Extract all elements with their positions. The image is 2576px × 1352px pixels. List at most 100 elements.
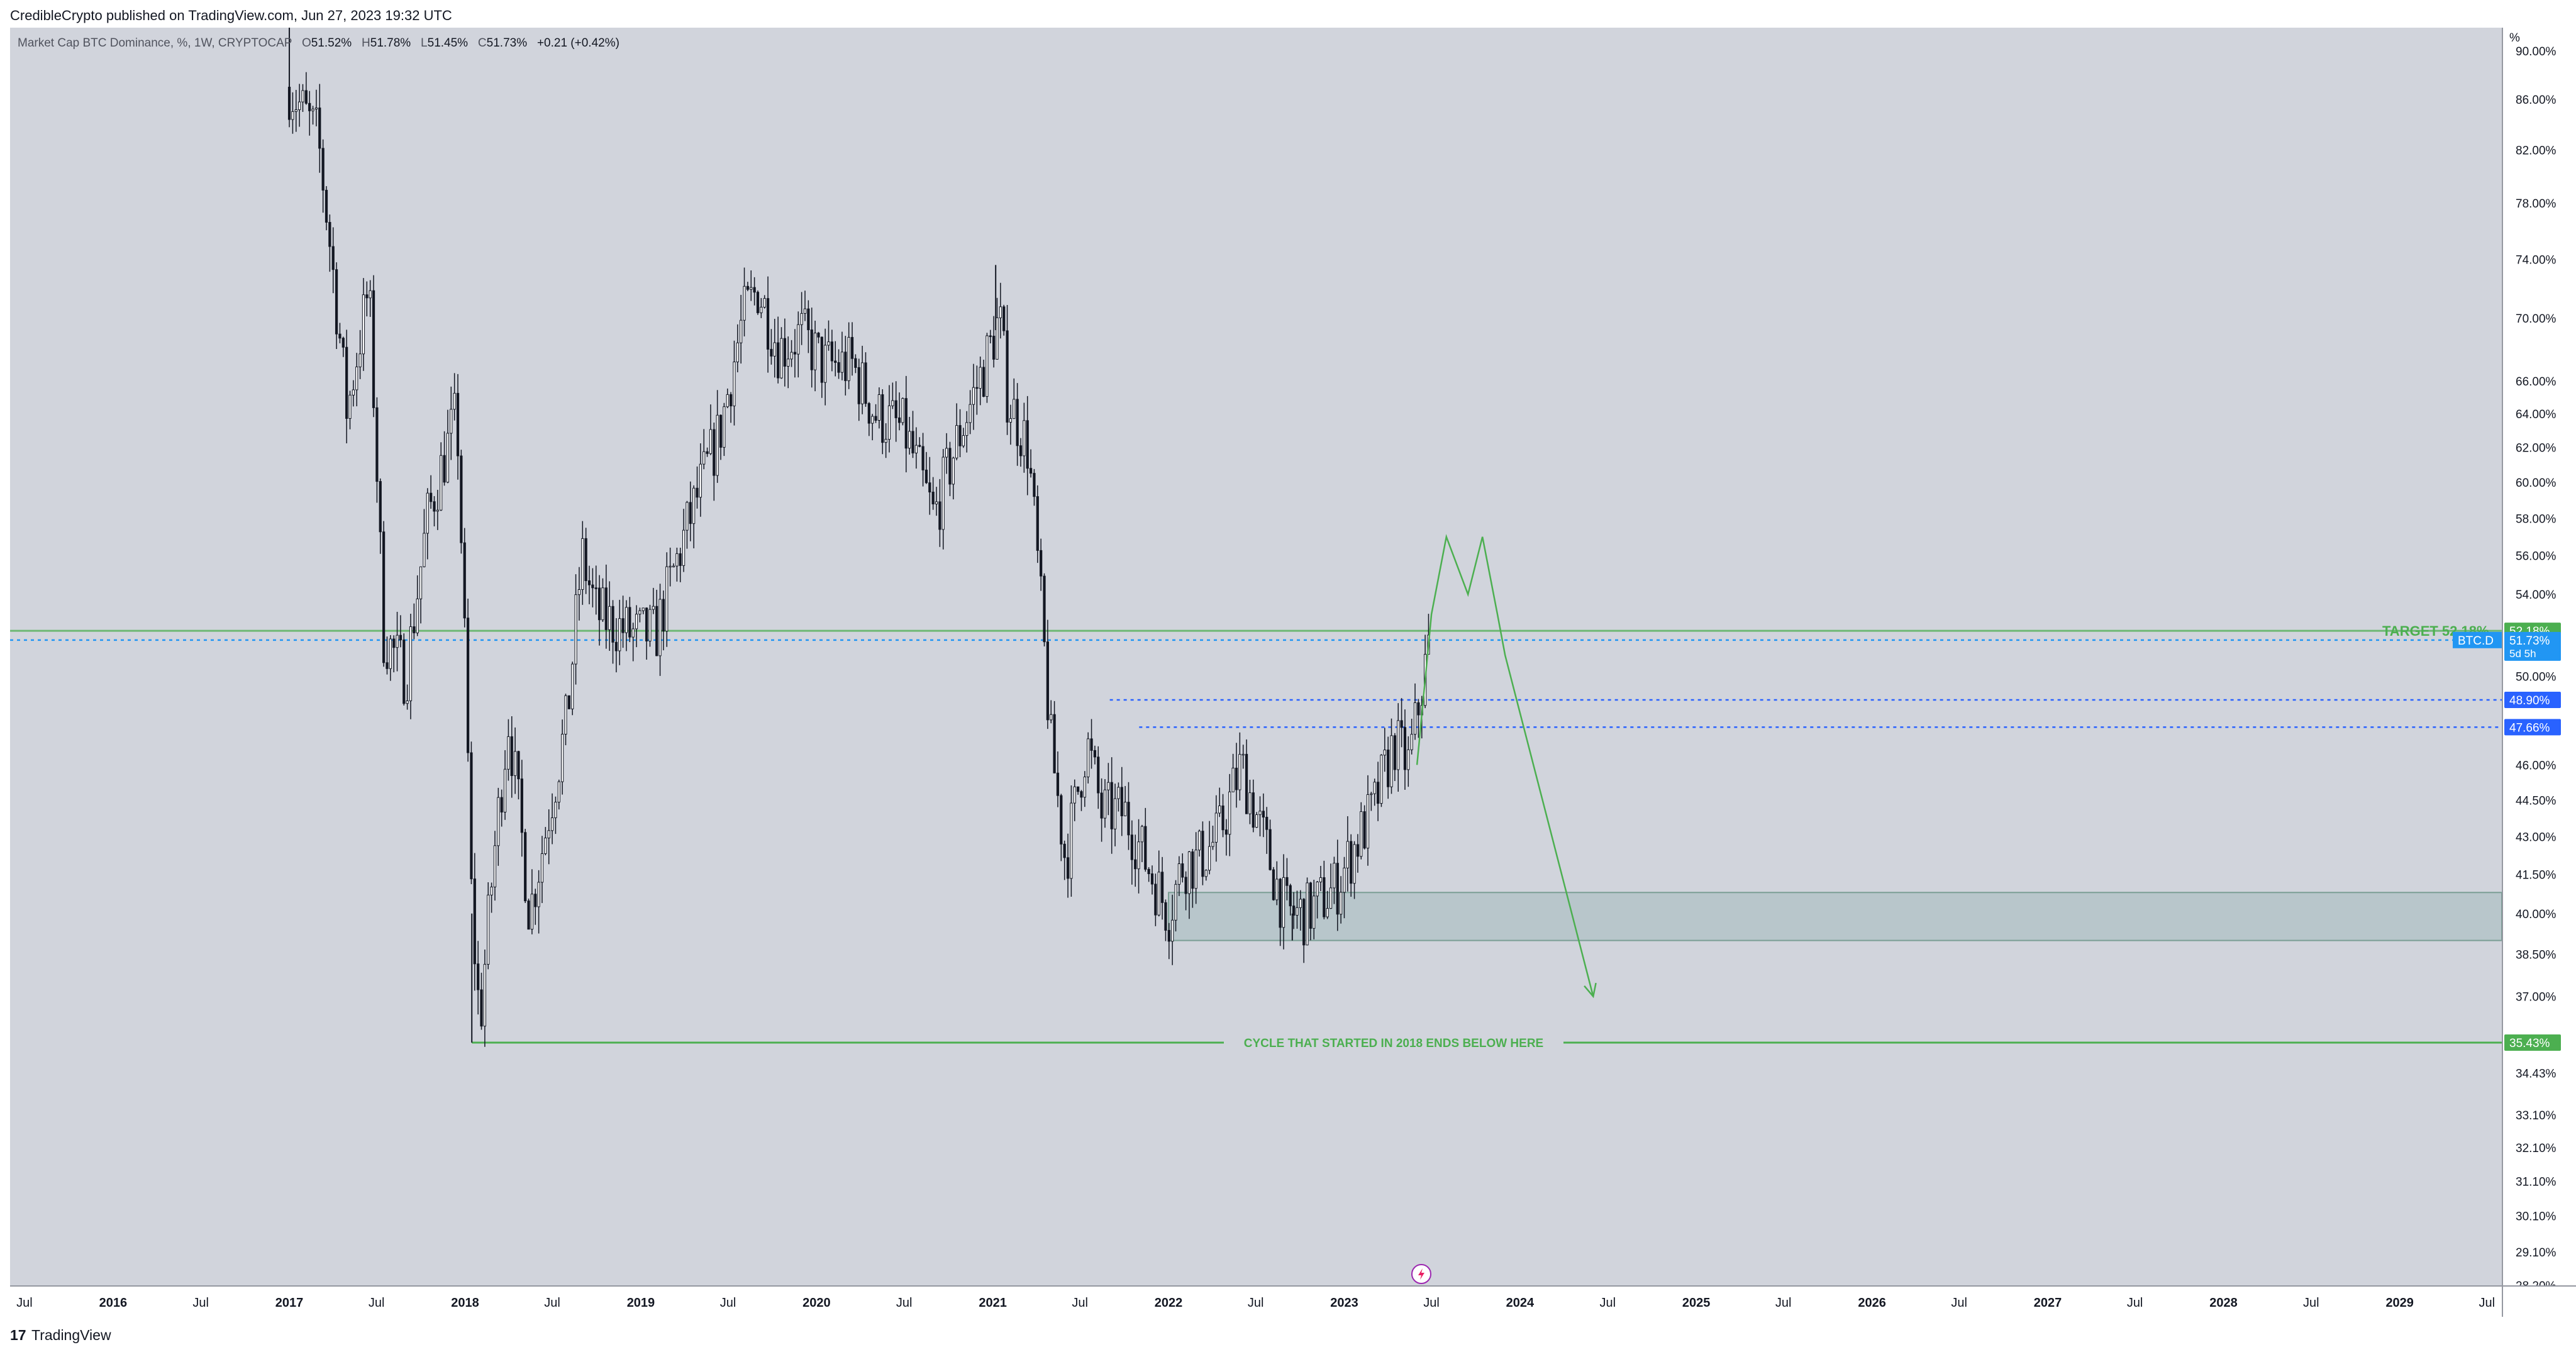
- candle-body: [750, 287, 753, 290]
- candle-body: [719, 414, 723, 448]
- candle-body: [1194, 850, 1197, 889]
- candle-body: [1279, 878, 1282, 928]
- candle-body: [1370, 793, 1373, 795]
- candle-body: [470, 752, 473, 880]
- candle-body: [416, 598, 419, 633]
- candle-body: [1013, 399, 1016, 419]
- price-tick-25: 30.10%: [2516, 1211, 2557, 1224]
- candle-body: [591, 584, 594, 589]
- candle-body: [830, 341, 833, 362]
- candle-body: [972, 387, 975, 405]
- candle-body: [1360, 811, 1363, 857]
- candle-body: [534, 894, 537, 907]
- candle-body: [1373, 782, 1376, 794]
- time-tick-28: Jul: [2479, 1296, 2495, 1310]
- candle-body: [648, 609, 652, 641]
- candle-body: [311, 108, 314, 111]
- candle-body: [561, 733, 564, 782]
- candle-body: [547, 830, 550, 839]
- candle-body: [1248, 792, 1252, 814]
- candle-body: [1262, 811, 1265, 817]
- candle-body: [298, 101, 301, 110]
- candle-body: [379, 481, 382, 533]
- candle-body: [874, 416, 877, 421]
- candle-body: [564, 695, 567, 734]
- price-axis-canvas[interactable]: % 90.00% 86.00% 82.00% 78.00% 74.00% 70.00% 66…: [2503, 28, 2576, 1293]
- candle-body: [301, 90, 304, 103]
- candle-body: [1346, 841, 1349, 868]
- candle-body: [969, 404, 972, 423]
- candle-body: [1390, 735, 1393, 787]
- candle-body: [1343, 867, 1346, 893]
- candle-body: [810, 330, 813, 370]
- candle-body: [1313, 895, 1316, 929]
- candle-body: [574, 594, 577, 665]
- upper-level-tag: 48.90%: [2509, 694, 2550, 707]
- candle-body: [999, 306, 1002, 318]
- support-zone: [1168, 892, 2502, 941]
- candle-body: [787, 358, 790, 367]
- candle-body: [1393, 735, 1396, 770]
- candle-body: [308, 103, 311, 111]
- candle-body: [557, 781, 560, 803]
- candle-body: [760, 306, 763, 313]
- candle-body: [304, 90, 308, 104]
- candle-body: [314, 108, 318, 109]
- time-tick-3: 2017: [275, 1296, 304, 1310]
- candle-body: [419, 566, 423, 599]
- chart-canvas[interactable]: TARGET 52.18% CYCLE THAT STARTED IN 2018…: [10, 28, 2502, 1285]
- time-tick-18: Jul: [1599, 1296, 1616, 1310]
- candle-body: [803, 308, 807, 314]
- candle-body: [1356, 844, 1360, 857]
- time-tick-23: 2027: [2034, 1296, 2062, 1310]
- price-axis[interactable]: % 90.00% 86.00% 82.00% 78.00% 74.00% 70.00% 66…: [2502, 28, 2576, 1293]
- chart-pane[interactable]: TARGET 52.18% CYCLE THAT STARTED IN 2018…: [10, 28, 2502, 1285]
- candle-body: [847, 336, 850, 381]
- candle-body: [948, 448, 952, 485]
- candle-body: [597, 587, 601, 621]
- candle-body: [1177, 863, 1180, 885]
- candle-body: [456, 392, 460, 457]
- candle-body: [1080, 791, 1083, 798]
- candle-body: [989, 335, 992, 337]
- candle-body: [743, 285, 746, 321]
- candle-body: [1336, 863, 1339, 915]
- candles-layer: [287, 28, 1430, 1047]
- candle-body: [730, 394, 733, 407]
- candle-body: [358, 353, 362, 367]
- candle-body: [1157, 872, 1160, 916]
- candle-body: [423, 533, 426, 567]
- candle-body: [1407, 749, 1410, 770]
- candle-body: [686, 502, 689, 531]
- candle-body: [1077, 786, 1080, 792]
- time-tick-27: 2029: [2385, 1296, 2414, 1310]
- time-tick-19: 2025: [1682, 1296, 1711, 1310]
- candle-body: [918, 445, 921, 447]
- time-axis-canvas[interactable]: Jul 2016 Jul 2017 Jul 2018 Jul 2019 Jul 2020 Jul 20…: [10, 1287, 2502, 1318]
- candle-body: [544, 838, 547, 854]
- candle-body: [827, 341, 830, 346]
- change-value: +0.21 (+0.42%): [536, 36, 619, 50]
- candle-body: [975, 387, 979, 389]
- candle-body: [1016, 399, 1019, 446]
- price-tick-9: 60.00%: [2516, 477, 2557, 490]
- candle-body: [1006, 330, 1009, 423]
- price-tick-18: 40.00%: [2516, 908, 2557, 921]
- flash-icon[interactable]: [1411, 1264, 1431, 1284]
- candle-body: [1221, 806, 1224, 831]
- time-tick-13: 2022: [1155, 1296, 1183, 1310]
- candle-body: [396, 634, 399, 648]
- candle-body: [584, 538, 587, 581]
- candle-body: [813, 333, 817, 370]
- candle-body: [736, 342, 739, 363]
- time-tick-16: Jul: [1423, 1296, 1440, 1310]
- price-tick-13: 50.00%: [2516, 670, 2557, 684]
- candle-body: [567, 695, 570, 709]
- time-tick-8: Jul: [720, 1296, 736, 1310]
- candle-body: [1333, 863, 1336, 889]
- candle-body: [453, 392, 456, 410]
- time-tick-17: 2024: [1506, 1296, 1535, 1310]
- time-axis[interactable]: Jul 2016 Jul 2017 Jul 2018 Jul 2019 Jul 2020 Jul 20…: [10, 1285, 2502, 1318]
- candle-body: [1093, 750, 1097, 758]
- candle-body: [696, 487, 699, 498]
